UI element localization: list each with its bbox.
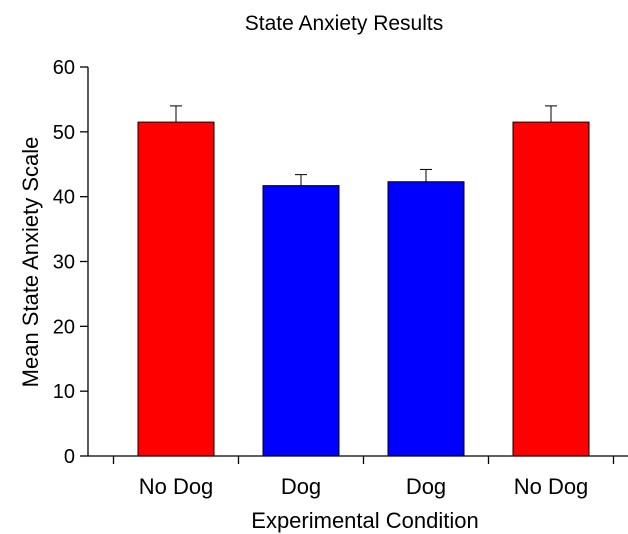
x-axis-title: Experimental Condition: [251, 508, 478, 533]
bar: [387, 181, 465, 457]
y-tick-label: 40: [53, 187, 75, 209]
y-tick-label: 60: [53, 57, 75, 79]
x-tick-label: Dog: [406, 474, 446, 499]
plot-area: 0 10 20 30 40 50 60 No Dog Dog Dog No Dog: [53, 57, 628, 499]
x-tick-label: No Dog: [139, 474, 214, 499]
y-tick-label: 20: [53, 316, 75, 338]
y-tick-label: 50: [53, 122, 75, 144]
x-tick-label: Dog: [281, 474, 321, 499]
bar: [262, 185, 340, 457]
chart-title: State Anxiety Results: [245, 12, 443, 35]
bar: [137, 121, 215, 457]
y-tick-label: 30: [53, 252, 75, 274]
bar: [512, 121, 590, 457]
y-tick-label: 0: [64, 446, 75, 468]
y-axis-title: Mean State Anxiety Scale: [18, 137, 43, 388]
y-tick-label: 10: [53, 381, 75, 403]
x-tick-label: No Dog: [514, 474, 589, 499]
